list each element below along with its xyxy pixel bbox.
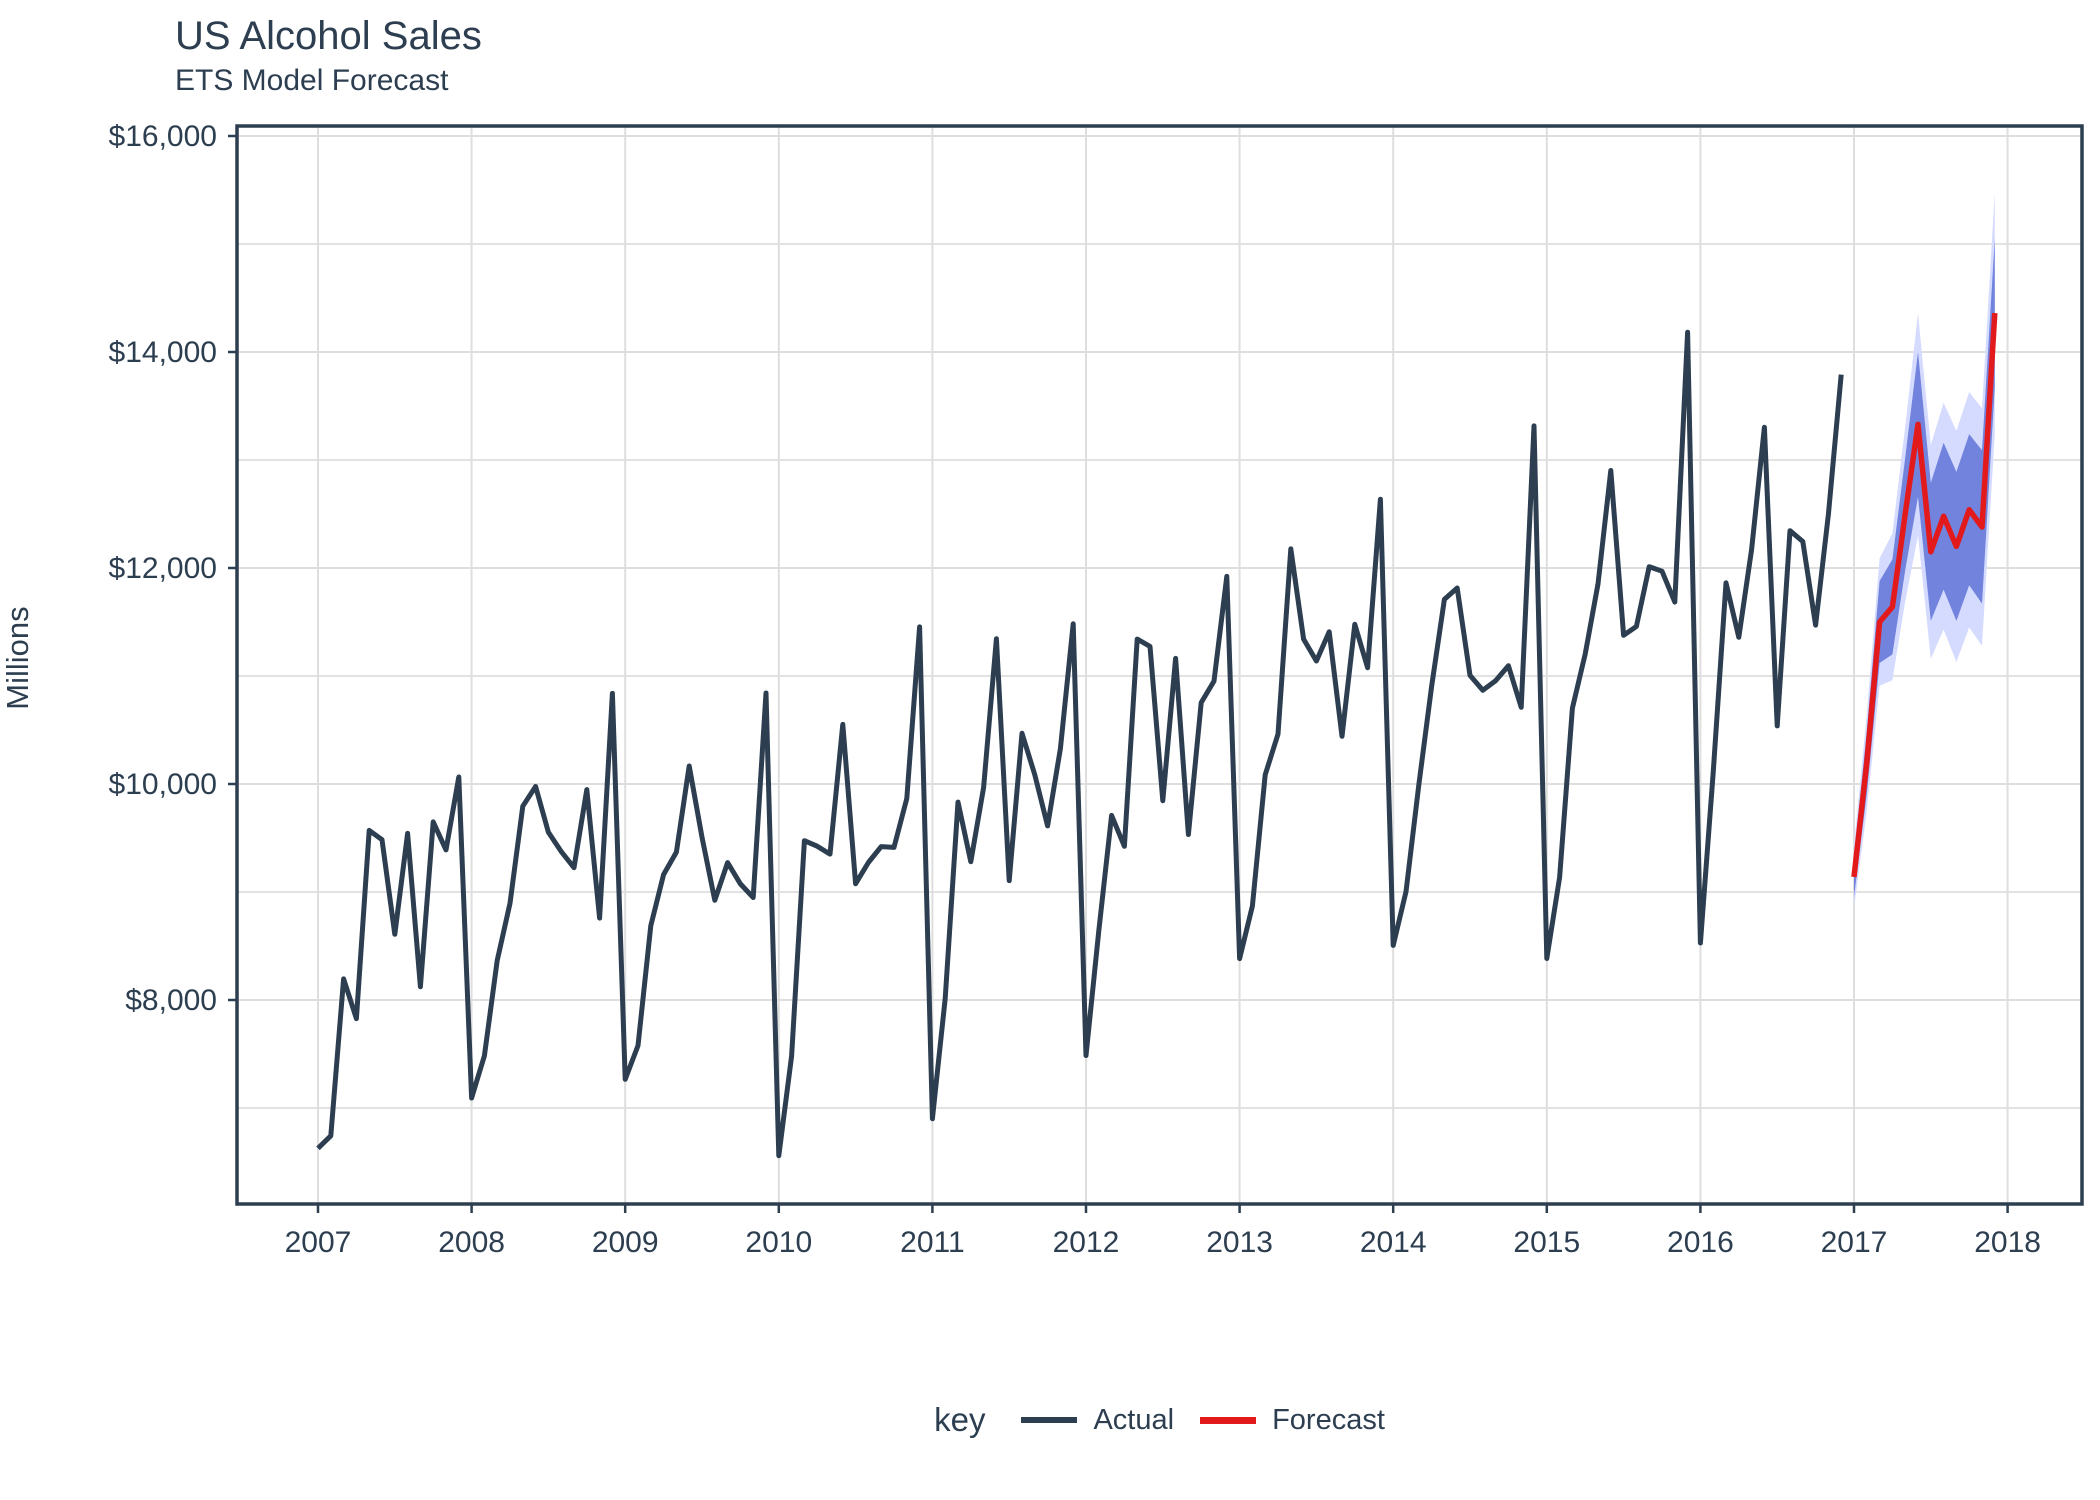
svg-text:2012: 2012 [1053,1226,1120,1259]
svg-text:2010: 2010 [745,1226,812,1259]
svg-text:2018: 2018 [1974,1226,2041,1259]
gridlines [237,126,2082,1204]
legend-item-forecast: Forecast [1200,1404,1385,1437]
legend-title: key [934,1401,986,1438]
ribbon-80 [1854,238,1995,897]
legend: key Actual Forecast [237,1392,2082,1448]
x-tick-labels: 2007 2008 2009 2010 2011 2012 2013 2014 2015 2016… [285,1226,2041,1259]
forecast-line-swatch [1200,1416,1257,1424]
svg-text:2014: 2014 [1360,1226,1427,1259]
chart-title: US Alcohol Sales [175,14,482,58]
legend-label-actual: Actual [1093,1403,1175,1436]
svg-text:2008: 2008 [438,1226,505,1259]
chart-subtitle: ETS Model Forecast [175,64,449,97]
actual-line [316,329,1844,1159]
y-tick-labels: $8,000 $10,000 $12,000 $14,000 $16,000 [109,120,217,1017]
svg-text:$16,000: $16,000 [109,120,217,153]
forecast-line [1851,312,1998,878]
actual-line-swatch [1021,1417,1078,1423]
axis-ticks [228,134,2009,1213]
svg-text:2011: 2011 [900,1226,965,1259]
legend-item-actual: Actual [1021,1404,1174,1437]
svg-text:2015: 2015 [1513,1226,1580,1259]
svg-text:2017: 2017 [1821,1226,1888,1259]
svg-text:$8,000: $8,000 [125,984,217,1017]
legend-label-forecast: Forecast [1272,1403,1385,1436]
svg-text:2016: 2016 [1667,1226,1734,1259]
svg-text:2007: 2007 [285,1226,352,1259]
panel-border [235,124,2084,1206]
svg-text:$10,000: $10,000 [109,768,217,801]
svg-text:2009: 2009 [592,1226,659,1259]
svg-text:$12,000: $12,000 [109,552,217,585]
svg-text:$14,000: $14,000 [109,336,217,369]
svg-text:2013: 2013 [1206,1226,1273,1259]
